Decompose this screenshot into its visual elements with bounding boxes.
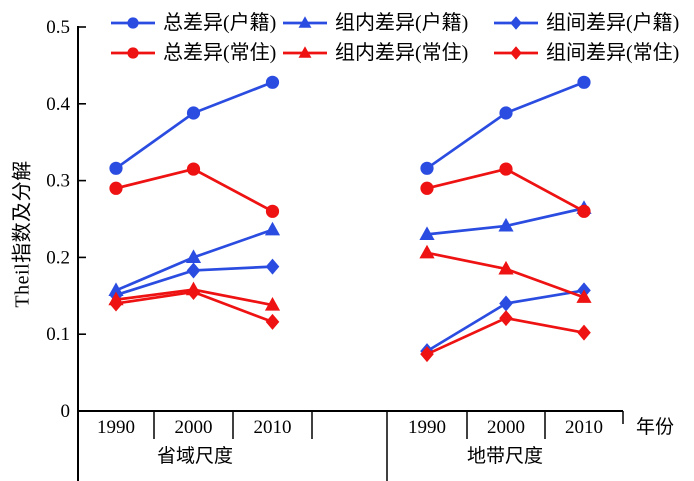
year-label: 2010 — [254, 417, 292, 438]
x-axis-title: 年份 — [636, 416, 674, 438]
triangle-marker-icon — [576, 289, 592, 303]
legend-item: 组内差异(常住) — [282, 42, 468, 64]
triangle-marker-icon — [298, 16, 312, 28]
series-line — [426, 251, 585, 299]
diamond-marker-icon — [265, 258, 280, 275]
circle-marker-icon — [186, 162, 201, 176]
diamond-marker-icon — [499, 310, 513, 327]
y-tick-label: 0.3 — [46, 171, 70, 192]
legend-item: 总差异(常住) — [110, 42, 276, 64]
circle-marker-icon — [265, 75, 280, 89]
circle-marker-icon — [186, 106, 201, 120]
circle-marker-icon — [499, 162, 513, 176]
diamond-marker-icon — [186, 262, 201, 279]
diamond-marker-icon — [510, 46, 522, 60]
diamond-marker-icon — [109, 295, 123, 312]
chart-legend: 总差异(户籍) 组内差异(户籍) 组间差异(户籍) 总差异(常住) 组内差异(常住) 组间… — [0, 0, 694, 72]
legend-marker-icon — [111, 47, 155, 59]
legend-marker-icon — [283, 46, 327, 58]
panel-label: 省域尺度 — [157, 445, 233, 467]
legend-label: 组内差异(常住) — [335, 42, 469, 64]
y-tick-label: 0.4 — [46, 94, 70, 115]
triangle-marker-icon — [264, 297, 281, 311]
circle-marker-icon — [127, 47, 139, 59]
legend-item: 组间差异(户籍) — [493, 12, 679, 34]
circle-marker-icon — [577, 75, 591, 89]
legend-item: 总差异(户籍) — [110, 12, 276, 34]
diamond-marker-icon — [577, 324, 591, 341]
y-axis-title: Theil指数及分解 — [11, 160, 34, 308]
year-label: 1990 — [408, 417, 446, 438]
year-label: 1990 — [97, 417, 135, 438]
year-label: 2000 — [487, 417, 525, 438]
legend-label: 总差异(常住) — [163, 42, 277, 64]
diamond-marker-icon — [265, 313, 280, 330]
diamond-marker-icon — [510, 16, 522, 30]
legend-item: 组间差异(常住) — [493, 42, 679, 64]
diamond-marker-icon — [186, 283, 201, 300]
y-tick-label: 0.5 — [46, 17, 70, 38]
legend-label: 组内差异(户籍) — [335, 12, 469, 34]
y-tick-label: 0.1 — [46, 324, 70, 345]
circle-marker-icon — [127, 17, 139, 29]
legend-item: 组内差异(户籍) — [282, 12, 468, 34]
legend-label: 组间差异(常住) — [546, 42, 680, 64]
series-line — [426, 81, 585, 170]
legend-marker-icon — [283, 16, 327, 28]
legend-marker-icon — [494, 16, 538, 30]
series-line — [115, 81, 273, 170]
legend-marker-icon — [111, 17, 155, 29]
triangle-marker-icon — [498, 217, 514, 232]
series-diamond — [109, 283, 591, 363]
circle-marker-icon — [109, 181, 123, 195]
triangle-marker-icon — [185, 249, 202, 263]
series-triangle — [108, 200, 592, 297]
series-circle — [109, 75, 591, 175]
circle-marker-icon — [577, 204, 591, 218]
triangle-marker-icon — [419, 244, 435, 259]
legend-marker-icon — [494, 46, 538, 60]
circle-marker-icon — [109, 161, 123, 175]
circle-marker-icon — [499, 106, 513, 120]
series-circle — [109, 162, 591, 218]
year-label: 2000 — [175, 417, 213, 438]
circle-marker-icon — [265, 204, 280, 218]
triangle-marker-icon — [498, 260, 514, 275]
triangle-marker-icon — [264, 221, 281, 236]
year-label: 2010 — [565, 417, 603, 438]
triangle-marker-icon — [419, 226, 435, 240]
y-tick-label: 0 — [61, 401, 71, 422]
circle-marker-icon — [420, 161, 434, 175]
y-tick-label: 0.2 — [46, 247, 70, 268]
circle-marker-icon — [420, 181, 434, 195]
diamond-marker-icon — [420, 346, 434, 363]
legend-label: 总差异(户籍) — [163, 12, 277, 34]
panel-label: 地带尺度 — [467, 445, 543, 467]
legend-label: 组间差异(户籍) — [546, 12, 680, 34]
triangle-marker-icon — [298, 46, 312, 58]
diamond-marker-icon — [499, 295, 513, 312]
